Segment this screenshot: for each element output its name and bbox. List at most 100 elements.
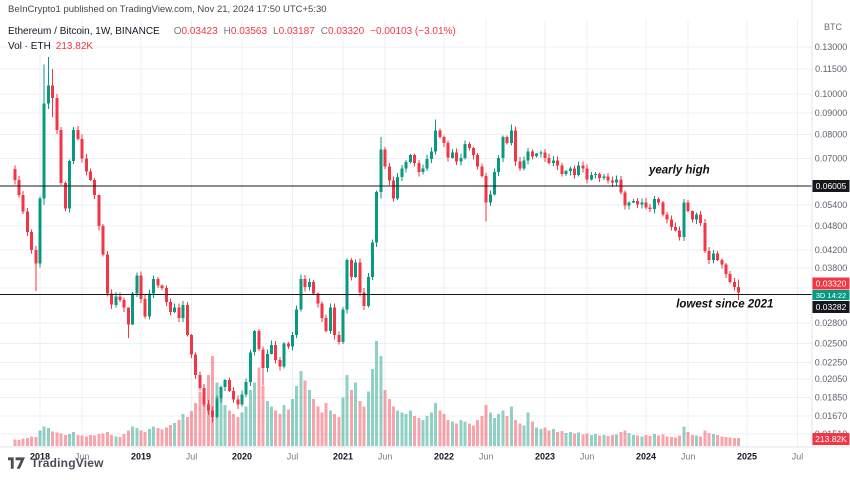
volume-bar	[278, 414, 282, 446]
volume-bar	[602, 434, 606, 447]
volume-bar	[303, 380, 307, 446]
candle	[648, 207, 652, 209]
close-value: 0.03320	[328, 26, 365, 37]
volume-bar	[232, 414, 236, 446]
tradingview-branding[interactable]: TradingView	[8, 456, 104, 470]
candle	[526, 151, 530, 161]
volume-bar	[724, 437, 728, 446]
volume-bar	[181, 413, 185, 447]
candle	[320, 303, 324, 318]
axis-price-badge: 0.03320	[816, 278, 847, 288]
volume-bar	[442, 414, 446, 446]
volume-bar	[122, 434, 126, 446]
time-axis[interactable]: 2018 Jun 2019 Jul 2020 Jul 2021 Jun 2022 Jun 2023 J…	[30, 452, 803, 462]
volume-bar	[93, 435, 97, 446]
volume-bar	[164, 427, 168, 447]
candle	[535, 153, 539, 157]
volume-bar	[198, 391, 202, 446]
candle	[274, 344, 278, 360]
volume-bar	[257, 367, 261, 447]
candle	[223, 380, 227, 388]
volume-label[interactable]: Vol · ETH	[8, 41, 51, 52]
volume-bar	[265, 401, 269, 446]
volume-legend: Vol · ETH 213.82K	[8, 39, 93, 54]
x-axis-year-tick: 2021	[333, 452, 353, 462]
volume-bar	[501, 410, 505, 446]
candle	[190, 335, 193, 355]
candle	[147, 293, 151, 317]
volume-bar	[568, 431, 572, 446]
attribution-text: BeInCrypto1 published on TradingView.com…	[8, 4, 327, 15]
candle	[156, 278, 160, 286]
volume-bar	[105, 431, 109, 446]
volume-bar	[345, 374, 349, 447]
candle	[408, 155, 412, 163]
candle	[333, 307, 337, 335]
y-axis-tick: 0.11500	[815, 64, 847, 74]
grid-layer	[0, 20, 812, 447]
volume-bar	[97, 434, 101, 446]
candle	[560, 165, 564, 174]
candle	[354, 262, 358, 277]
candle	[476, 155, 480, 167]
volume-bar	[114, 436, 118, 447]
volume-bar	[429, 412, 433, 447]
candle	[34, 250, 38, 264]
volume-bar	[728, 437, 732, 446]
volume-bar	[270, 406, 273, 446]
candle	[253, 330, 257, 353]
volume-bar	[707, 432, 711, 446]
x-axis-year-tick: 2019	[131, 452, 151, 462]
price-lines-layer[interactable]	[0, 185, 812, 295]
candles-layer	[13, 57, 741, 423]
candle	[627, 202, 631, 206]
candle	[610, 180, 614, 183]
candle	[716, 253, 719, 260]
candle	[227, 380, 231, 391]
candle	[371, 242, 374, 277]
candle	[244, 381, 248, 395]
candle	[30, 231, 34, 251]
candle	[732, 281, 736, 288]
y-axis-tick: 0.08000	[815, 129, 848, 139]
candle	[682, 202, 686, 237]
candle	[556, 160, 560, 166]
candle	[539, 152, 543, 154]
candle	[669, 219, 673, 227]
volume-bar	[505, 416, 509, 446]
volume-bar	[63, 434, 67, 447]
candle	[46, 85, 50, 104]
candle	[577, 165, 581, 175]
volume-bar	[522, 425, 526, 446]
candle	[695, 214, 698, 220]
price-axis[interactable]: 0.13000 0.11500 0.10000 0.09000 0.08000 0.070…	[0, 0, 850, 448]
symbol-title[interactable]: Ethereum / Bitcoin, 1W, BINANCE	[8, 26, 160, 37]
candle	[194, 354, 198, 375]
volume-bar	[623, 430, 627, 447]
candle	[455, 152, 459, 162]
volume-bar	[539, 429, 543, 446]
candle	[265, 353, 269, 369]
candle	[240, 394, 244, 405]
candle	[89, 171, 92, 181]
volume-bar	[476, 419, 480, 447]
candle	[404, 162, 408, 169]
candle	[674, 226, 677, 231]
volume-bar	[547, 430, 551, 447]
volume-bar	[261, 386, 265, 446]
candle	[720, 259, 724, 265]
candle	[291, 335, 294, 347]
volume-bar	[573, 433, 576, 446]
volume-bar	[333, 414, 337, 446]
candle	[459, 157, 463, 162]
candle	[110, 293, 113, 305]
annotations-layer: yearly high lowest since 2021	[648, 164, 773, 310]
volume-bar	[387, 399, 391, 446]
candle	[295, 309, 299, 335]
volume-bar	[530, 421, 534, 446]
candle	[375, 192, 379, 243]
volume-bar	[514, 419, 517, 447]
volume-bar	[244, 406, 248, 446]
volume-bar	[455, 423, 459, 446]
